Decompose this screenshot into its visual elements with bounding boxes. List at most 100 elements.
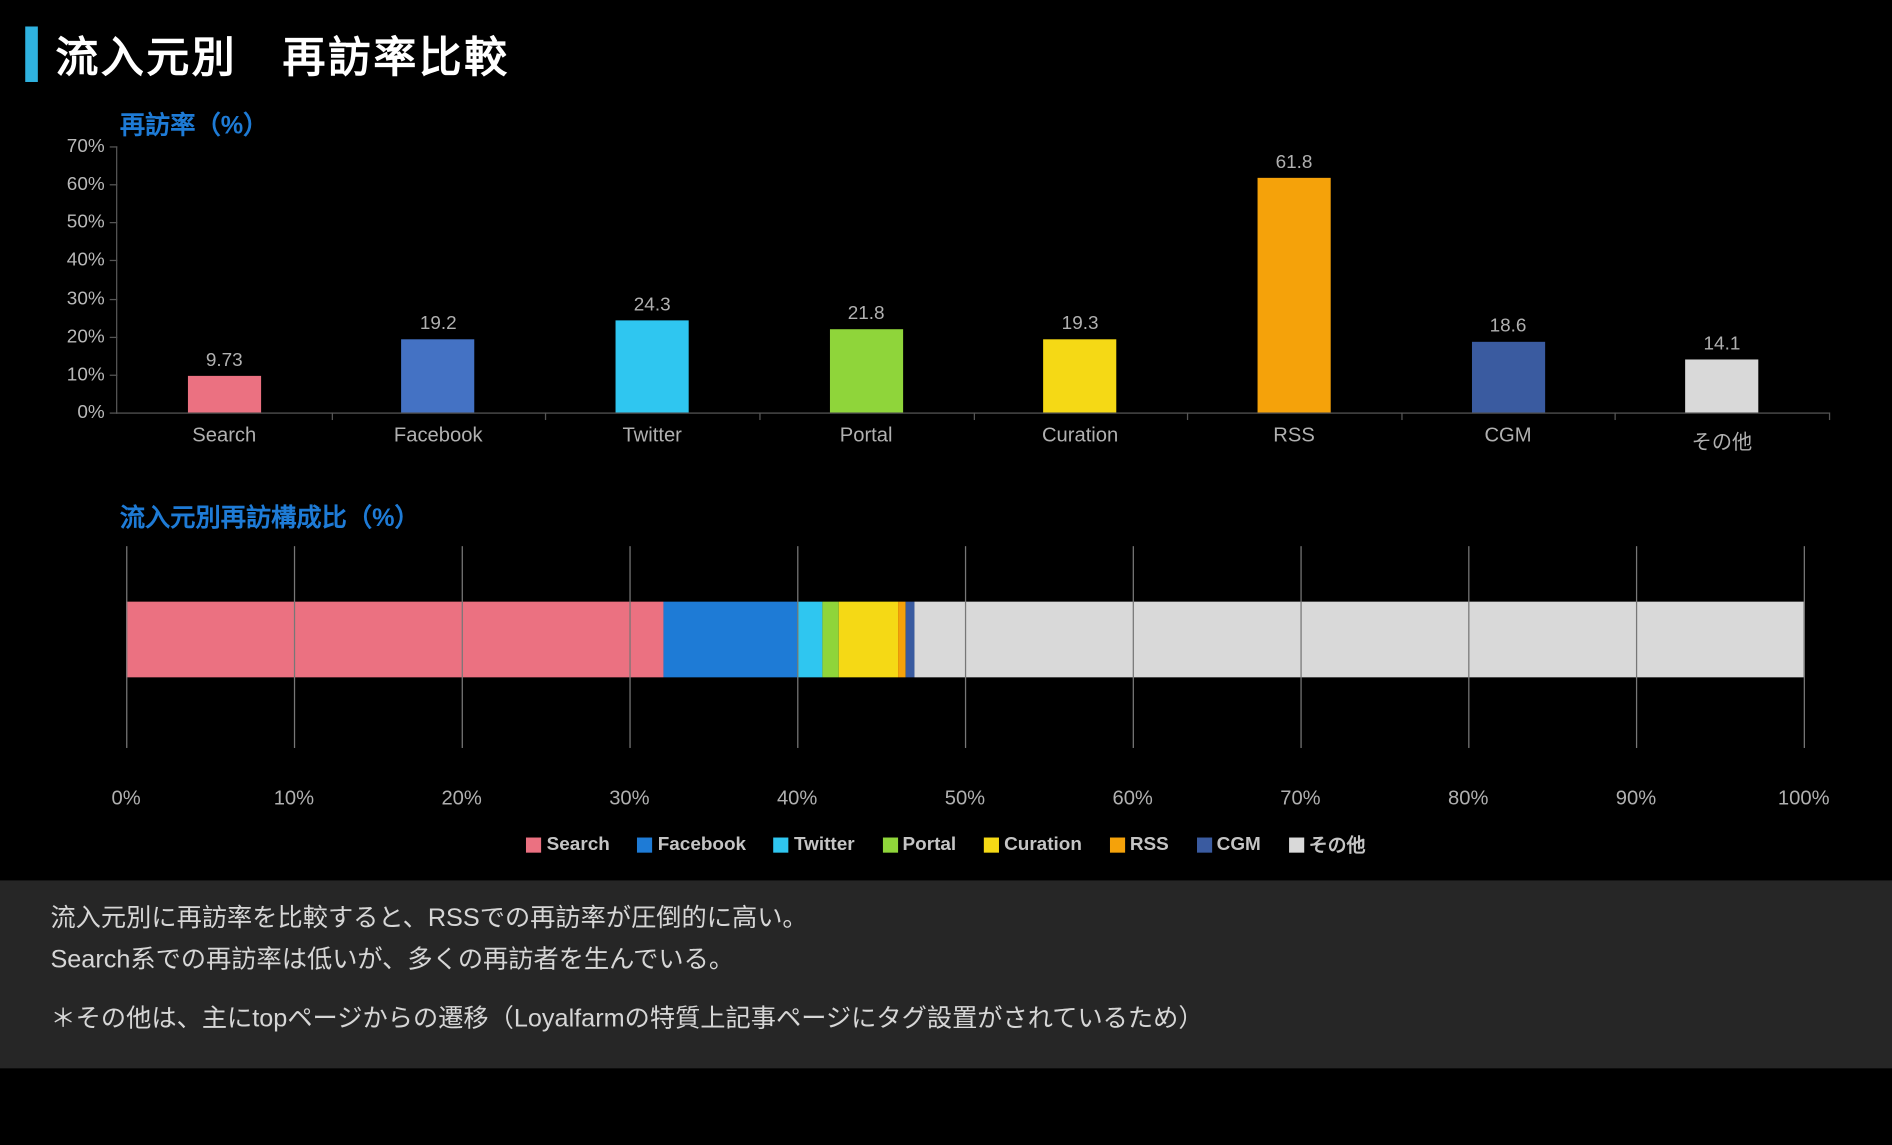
- bar-x-label: Portal: [840, 425, 893, 448]
- bar-x-label: Curation: [1042, 425, 1118, 448]
- stack-x-label: 50%: [945, 788, 985, 811]
- bar-slot: 14.1その他: [1615, 146, 1829, 412]
- bar: [1257, 177, 1330, 412]
- x-tick-mark: [1829, 412, 1830, 420]
- bar-value-label: 24.3: [634, 294, 671, 315]
- x-tick-mark: [331, 412, 332, 420]
- footer-line-1: 流入元別に再訪率を比較すると、RSSでの再訪率が圧倒的に高い。: [50, 898, 1841, 940]
- y-tick-label: 50%: [67, 212, 105, 233]
- bar-x-label: Twitter: [622, 425, 681, 448]
- stack-x-label: 30%: [609, 788, 649, 811]
- stack-segment: [797, 602, 822, 678]
- bar: [1685, 359, 1758, 413]
- bar-value-label: 18.6: [1490, 315, 1527, 336]
- legend-item: RSS: [1110, 831, 1169, 857]
- bar-value-label: 21.8: [848, 303, 885, 324]
- legend-swatch: [1196, 837, 1211, 852]
- bar-value-label: 14.1: [1704, 332, 1741, 353]
- legend-label: その他: [1309, 831, 1366, 857]
- bar-x-label: Facebook: [394, 425, 483, 448]
- legend-item: Curation: [984, 831, 1082, 857]
- legend-swatch: [882, 837, 897, 852]
- legend-label: CGM: [1217, 834, 1261, 855]
- stack-gridline: [797, 546, 798, 748]
- footer-notes: 流入元別に再訪率を比較すると、RSSでの再訪率が圧倒的に高い。 Search系で…: [0, 880, 1892, 1068]
- y-tick-label: 40%: [67, 250, 105, 271]
- x-tick-mark: [1401, 412, 1402, 420]
- stack-x-label: 0%: [112, 788, 141, 811]
- legend-label: Facebook: [658, 834, 746, 855]
- x-tick-mark: [759, 412, 760, 420]
- bar-value-label: 19.3: [1062, 313, 1099, 334]
- legend-swatch: [526, 837, 541, 852]
- y-tick-label: 70%: [67, 136, 105, 157]
- legend-item: Portal: [882, 831, 956, 857]
- stack-x-label: 80%: [1448, 788, 1488, 811]
- x-tick-mark: [545, 412, 546, 420]
- legend-label: Portal: [903, 834, 957, 855]
- x-tick-mark: [1187, 412, 1188, 420]
- x-tick-mark: [1615, 412, 1616, 420]
- legend: Search Facebook Twitter Portal Curation RSS CG…: [0, 831, 1892, 857]
- stack-gridline: [1636, 546, 1637, 748]
- stack-gridline: [462, 546, 463, 748]
- legend-swatch: [1110, 837, 1125, 852]
- legend-swatch: [638, 837, 653, 852]
- stack-gridline: [126, 546, 127, 748]
- chart2-subtitle: 流入元別再訪構成比（%）: [120, 497, 1892, 534]
- legend-label: Search: [547, 834, 610, 855]
- bar-slot: 61.8RSS: [1187, 146, 1401, 412]
- bar-slot: 18.6CGM: [1401, 146, 1615, 412]
- footer-line-3: ＊その他は、主にtopページからの遷移（Loyalfarmの特質上記事ページにタ…: [50, 999, 1841, 1041]
- stack-gridline: [629, 546, 630, 748]
- slide-root: 流入元別 再訪率比較 再訪率（%） 0%10%20%30%40%50%60%70…: [0, 0, 1892, 1135]
- stack-segment: [126, 602, 663, 678]
- y-tick-label: 10%: [67, 364, 105, 385]
- y-tick-mark: [110, 146, 118, 147]
- legend-item: CGM: [1196, 831, 1260, 857]
- stack-x-label: 70%: [1280, 788, 1320, 811]
- bar-slot: 24.3Twitter: [545, 146, 759, 412]
- stack-x-label: 100%: [1778, 788, 1830, 811]
- y-tick-mark: [110, 336, 118, 337]
- bar: [830, 330, 903, 413]
- stack-x-label: 40%: [777, 788, 817, 811]
- stack-segment: [822, 602, 839, 678]
- stack-gridline: [1468, 546, 1469, 748]
- x-tick-mark: [973, 412, 974, 420]
- legend-label: Twitter: [794, 834, 855, 855]
- y-tick-mark: [110, 374, 118, 375]
- stack-gridline: [965, 546, 966, 748]
- y-tick-mark: [110, 298, 118, 299]
- stack-x-label: 90%: [1616, 788, 1656, 811]
- title-bar: 流入元別 再訪率比較: [0, 0, 1892, 97]
- footer-line-2: Search系での再訪率は低いが、多くの再訪者を生んでいる。: [50, 940, 1841, 982]
- y-tick-mark: [110, 184, 118, 185]
- y-tick-label: 30%: [67, 288, 105, 309]
- bar: [1471, 342, 1544, 413]
- stack-segment: [898, 602, 906, 678]
- stack-x-label: 20%: [441, 788, 481, 811]
- stack-gridline: [1133, 546, 1134, 748]
- stacked-bar-chart: 0%10%20%30%40%50%60%70%80%90%100%: [114, 546, 1817, 823]
- stack-gridline: [1804, 546, 1805, 748]
- legend-item: Facebook: [638, 831, 747, 857]
- legend-label: Curation: [1004, 834, 1082, 855]
- bar: [616, 320, 689, 412]
- stack-gridline: [294, 546, 295, 748]
- y-tick-label: 20%: [67, 326, 105, 347]
- bar-x-label: その他: [1692, 425, 1753, 455]
- bar-value-label: 9.73: [206, 349, 243, 370]
- chart1-subtitle: 再訪率（%）: [120, 105, 1892, 142]
- stacked-bar-plot: 0%10%20%30%40%50%60%70%80%90%100%: [126, 546, 1804, 748]
- stack-segment: [906, 602, 914, 678]
- y-tick-label: 60%: [67, 174, 105, 195]
- bar-x-label: Search: [192, 425, 256, 448]
- bar-x-label: CGM: [1484, 425, 1531, 448]
- bar-value-label: 61.8: [1276, 151, 1313, 172]
- title-accent: [25, 26, 38, 81]
- y-tick-mark: [110, 222, 118, 223]
- stack-x-label: 60%: [1112, 788, 1152, 811]
- bar-slot: 19.2Facebook: [331, 146, 545, 412]
- stack-segment: [663, 602, 797, 678]
